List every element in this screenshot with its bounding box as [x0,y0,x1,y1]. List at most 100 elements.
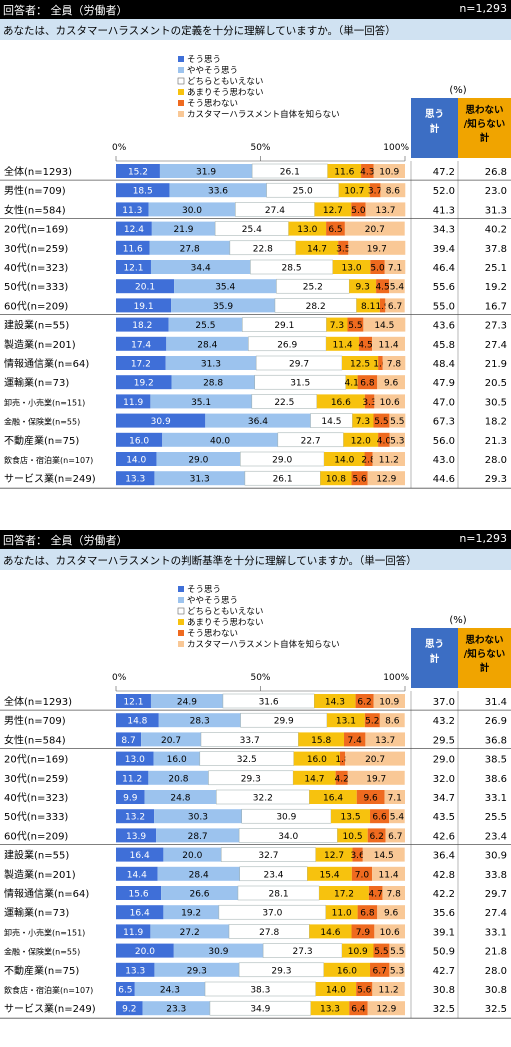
segment-value-label: 20.7 [365,755,385,765]
segment-value-label: 29.9 [274,717,294,727]
seg-unaware [374,394,405,409]
segment-value-label: 8.1 [361,302,375,312]
seg-disagree [369,183,381,198]
segment-value-label: 11.6 [123,244,143,254]
segment-value-label: 24.3 [160,986,180,996]
agree-total-value: 47.9 [433,378,455,389]
seg-unaware [367,471,405,486]
segment-value-label: 30.3 [188,813,208,823]
segment-value-label: 12.7 [323,206,343,216]
seg-somewhat-disagree [356,298,380,313]
segment-value-label: 10.7 [344,187,364,197]
agree-total-value: 47.0 [433,397,455,408]
seg-disagree [364,394,375,409]
seg-disagree [351,866,373,881]
seg-disagree [344,732,366,747]
segment-value-label: 20.0 [182,851,202,861]
category-label: 60代(n=209) [4,830,68,842]
seg-unaware [384,260,406,274]
seg-somewhat-disagree [326,713,365,728]
seg-strongly-agree [116,847,164,862]
segment-value-label: 4.3 [360,168,374,178]
disagree-total-value: 27.4 [485,908,507,919]
category-label: 30代(n=259) [4,773,68,785]
seg-strongly-agree [116,962,155,977]
seg-disagree [359,336,373,351]
seg-disagree [378,432,390,447]
seg-disagree [349,1001,368,1016]
segment-value-label: 31.9 [196,168,216,178]
seg-disagree [356,790,385,804]
legend-swatch [178,586,184,592]
legend-swatch [177,77,185,85]
segment-value-label: 5.6 [352,475,367,485]
disagree-total-value: 31.3 [485,205,507,216]
seg-disagree [335,770,348,785]
segment-value-label: 6.2 [370,832,384,842]
segment-value-label: 5.0 [351,206,366,216]
segment-value-label: 11.2 [379,456,399,466]
segment-value-label: 5.3 [390,966,404,976]
segment-value-label: 16.4 [323,794,343,804]
segment-value-label: 3.3 [362,398,376,408]
segment-value-label: 6.2 [357,698,371,708]
segment-value-label: 6.4 [351,1005,366,1015]
agree-total-value: 34.3 [433,225,455,236]
seg-unaware [372,452,405,466]
segment-value-label: 34.4 [191,264,211,274]
agree-total-value: 35.6 [433,908,455,919]
seg-somewhat-disagree [314,694,356,708]
disagree-total-value: 30.8 [485,985,507,996]
segment-value-label: 16.0 [307,755,327,765]
segment-value-label: 22.5 [274,398,294,408]
disagree-total-value: 25.5 [485,812,507,823]
segment-value-label: 5.5 [374,947,388,957]
segment-value-label: 11.2 [122,774,142,784]
seg-strongly-agree [116,279,175,294]
segment-value-label: 10.6 [380,928,400,938]
disagree-total-value: 29.3 [485,474,507,485]
segment-value-label: 38.3 [250,986,270,996]
seg-unaware [373,164,405,178]
seg-strongly-agree [116,905,164,920]
category-label: 20代(n=169) [4,754,68,766]
seg-strongly-agree [116,751,154,766]
segment-value-label: 13.7 [375,736,395,746]
category-label: 20代(n=169) [4,224,68,236]
seg-somewhat-disagree [295,240,339,255]
seg-disagree [357,375,378,390]
agree-total-value: 47.2 [433,167,455,178]
segment-value-label: 8.6 [385,717,400,727]
seg-somewhat-agree [174,279,277,294]
seg-disagree [361,164,374,178]
segment-value-label: 10.8 [326,475,346,485]
seg-strongly-agree [116,202,149,217]
disagree-total-value: 28.0 [485,966,507,977]
seg-strongly-agree [116,452,157,466]
disagree-total-value: 30.5 [485,397,507,408]
seg-disagree [364,452,373,466]
segment-value-label: 22.7 [301,436,321,446]
agree-total-value: 32.5 [433,1004,455,1015]
segment-value-label: 13.2 [125,813,145,823]
disagree-total-value: 25.1 [485,263,507,274]
category-label: 飲食店・宿泊業(n=107) [4,985,93,995]
segment-value-label: 9.2 [122,1005,136,1015]
seg-unaware [389,943,406,958]
segment-value-label: 15.2 [128,168,148,178]
seg-somewhat-agree [154,471,245,486]
segment-value-label: 14.5 [374,851,394,861]
disagree-total-value: 19.2 [485,282,507,293]
segment-value-label: 29.0 [272,456,292,466]
segment-value-label: 25.2 [303,283,323,293]
seg-strongly-agree [116,770,149,785]
segment-value-label: 14.0 [334,456,354,466]
segment-value-label: 28.1 [269,890,289,900]
axis-tick-label: 0% [112,673,127,683]
segment-value-label: 26.9 [277,340,297,350]
question-bar: あなたは、カスタマーハラスメントの定義を十分に理解していますか。（単一回答） [0,19,511,40]
unit-label: (%) [449,85,466,96]
seg-somewhat-agree [173,943,264,958]
seg-strongly-agree [116,183,170,198]
segment-value-label: 1.9 [375,302,390,312]
